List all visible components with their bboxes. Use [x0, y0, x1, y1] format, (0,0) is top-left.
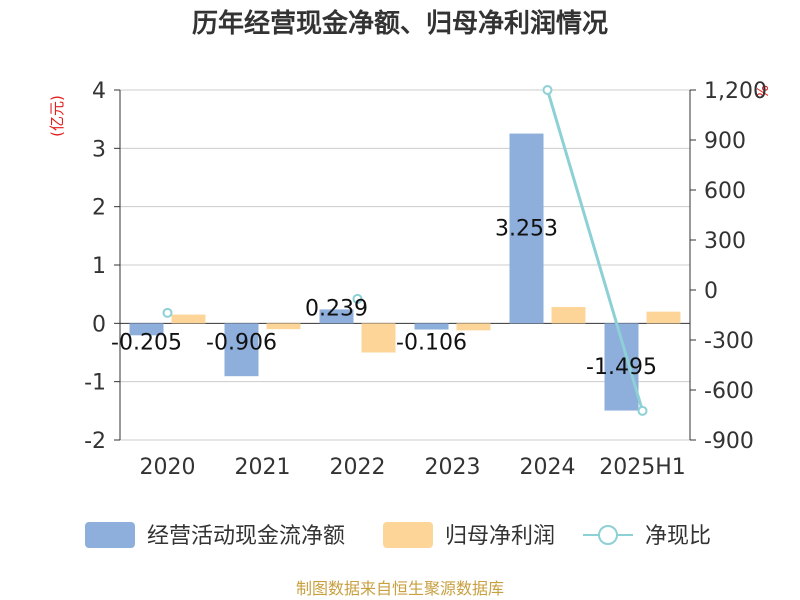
- ratio-line-segment: [546, 89, 644, 412]
- data-label-ocf: -0.106: [396, 330, 467, 355]
- x-tick-label: 2023: [425, 455, 481, 480]
- left-tick-label: 3: [92, 137, 106, 162]
- data-label-ocf: -0.906: [206, 330, 277, 355]
- footer-source: 制图数据来自恒生聚源数据库: [296, 579, 504, 598]
- right-tick-label: -600: [704, 379, 754, 404]
- bars: [129, 133, 681, 411]
- data-label-ocf: 0.239: [305, 296, 368, 321]
- data-label-ocf: -1.495: [586, 355, 657, 380]
- right-tick-label: 0: [704, 279, 718, 304]
- left-tick-label: 4: [92, 79, 106, 104]
- x-tick-label: 2024: [520, 455, 576, 480]
- right-tick-label: -300: [704, 329, 754, 354]
- data-label-ocf: -0.205: [111, 330, 182, 355]
- left-tick-label: 1: [92, 254, 106, 279]
- bar-ocf: [509, 133, 544, 324]
- x-tick-label: 2022: [330, 455, 386, 480]
- bar-profit: [456, 323, 491, 331]
- data-label-ocf: 3.253: [495, 217, 558, 242]
- bar-profit: [361, 323, 396, 353]
- bar-profit: [551, 307, 586, 324]
- right-axis-unit: %: [754, 85, 772, 99]
- legend-item-ocf[interactable]: 经营活动现金流净额: [85, 522, 345, 549]
- bar-ocf: [129, 323, 164, 336]
- legend: 经营活动现金流净额 归母净利润 净现比: [85, 522, 711, 549]
- right-tick-label: 600: [704, 179, 746, 204]
- legend-swatch-ratio-dot: [598, 525, 618, 545]
- legend-item-profit[interactable]: 归母净利润: [383, 522, 555, 549]
- legend-label-ratio: 净现比: [645, 524, 711, 549]
- left-tick-label: -1: [84, 371, 106, 396]
- bar-profit: [646, 311, 681, 324]
- ratio-point: [637, 405, 648, 416]
- right-tick-label: -900: [704, 429, 754, 454]
- left-axis-unit: (亿元): [48, 95, 66, 137]
- ratio-line: [162, 85, 648, 416]
- x-tick-label: 2025H1: [599, 455, 686, 480]
- legend-item-ratio[interactable]: 净现比: [583, 524, 711, 549]
- bar-ocf: [224, 323, 259, 377]
- x-tick-label: 2020: [140, 455, 196, 480]
- right-tick-label: 1,200: [704, 79, 767, 104]
- bar-profit: [171, 314, 206, 324]
- legend-label-profit: 归母净利润: [445, 524, 555, 549]
- x-tick-label: 2021: [235, 455, 291, 480]
- legend-label-ocf: 经营活动现金流净额: [147, 524, 345, 549]
- chart-title: 历年经营现金净额、归母净利润情况: [192, 8, 608, 39]
- bar-ocf: [414, 323, 449, 330]
- left-tick-label: -2: [84, 429, 106, 454]
- grid-lines: [120, 89, 690, 441]
- right-tick-label: 300: [704, 229, 746, 254]
- ratio-point: [352, 293, 363, 304]
- data-labels: -0.205 -0.906 0.239 -0.106 3.253 -1.495: [111, 217, 657, 380]
- ratio-point: [542, 85, 553, 95]
- bar-ocf: [319, 309, 354, 324]
- axes: -2 -1 0 1 2 3 4 -900 -600 -300 0 300 600 900 1,200 2020…: [84, 79, 767, 480]
- right-tick-label: 900: [704, 129, 746, 154]
- ratio-point: [162, 307, 173, 318]
- left-tick-label: 2: [92, 196, 106, 221]
- legend-swatch-ocf: [85, 522, 135, 548]
- bar-profit: [266, 323, 301, 330]
- legend-swatch-profit: [383, 522, 433, 548]
- left-tick-label: 0: [92, 312, 106, 337]
